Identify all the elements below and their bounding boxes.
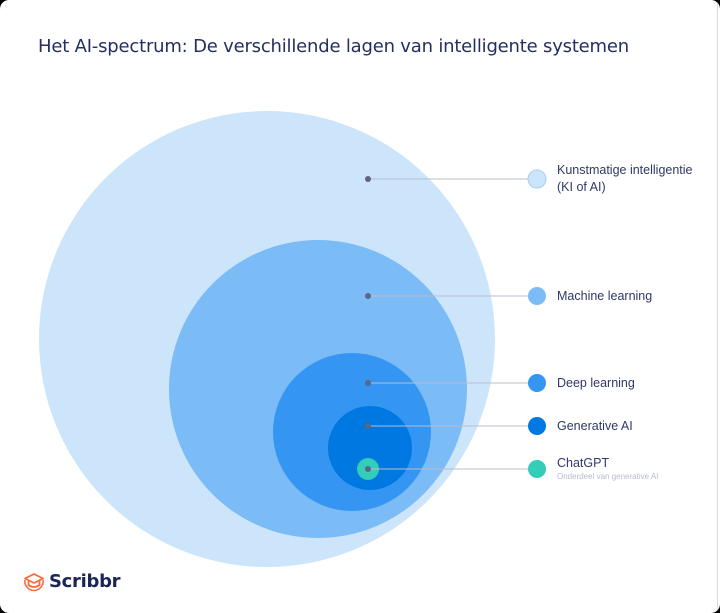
graduation-cap-icon <box>24 572 44 591</box>
legend-swatch-ml <box>528 287 546 305</box>
diagram-title: Het AI-spectrum: De verschillende lagen … <box>38 36 629 57</box>
logo-text: Scribbr <box>49 571 121 592</box>
legend-label-machine-learning: Machine learning <box>557 289 653 303</box>
legend-swatch-genai <box>528 417 546 435</box>
scribbr-logo: Scribbr <box>23 571 121 592</box>
legend-label-chatgpt: ChatGPT <box>557 456 610 470</box>
legend-label-generative-ai: Generative AI <box>557 419 633 433</box>
legend-sublabel-chatgpt: Onderdeel van generative AI <box>557 472 659 481</box>
legend-label-deep-learning: Deep learning <box>557 376 635 390</box>
marker-dots <box>365 176 371 472</box>
legend-label-ai: Kunstmatige intelligentie (KI of AI) <box>557 162 693 196</box>
right-edge-divider <box>717 0 718 613</box>
legend-swatch-chatgpt <box>528 460 546 478</box>
legend-label-ai-line1: Kunstmatige intelligentie <box>557 163 693 177</box>
connector-lines <box>368 178 530 470</box>
legend-swatch-ai <box>527 169 547 189</box>
legend-label-ai-line2: (KI of AI) <box>557 180 606 194</box>
legend-swatches <box>527 169 547 478</box>
legend-swatch-dl <box>528 374 546 392</box>
